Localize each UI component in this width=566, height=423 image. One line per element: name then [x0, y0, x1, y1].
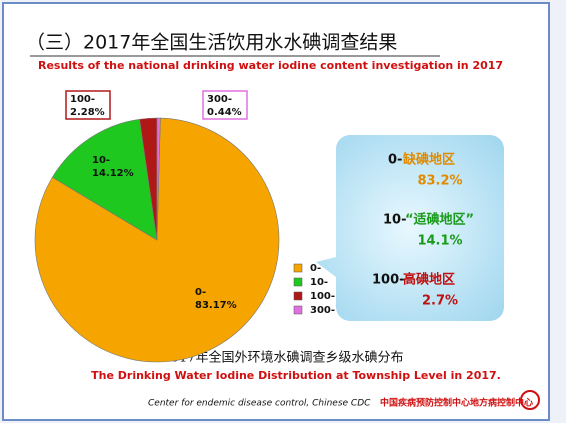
legend-swatch [293, 291, 303, 301]
legend-label: 300- [310, 305, 335, 316]
title: （三）2017年全国生活饮用水水碘调查结果 [26, 32, 397, 54]
slice-category: 100- [70, 94, 95, 105]
annotation-label: “适碘地区” [405, 212, 474, 228]
caption-en: The Drinking Water Iodine Distribution a… [91, 369, 501, 382]
legend-swatch [293, 277, 303, 287]
slice-category: 10- [92, 155, 110, 166]
legend-label: 10- [310, 277, 328, 288]
annotation-range: 100- [372, 273, 405, 288]
slice-value-label: 83.17% [195, 300, 237, 311]
slice-category: 300- [207, 94, 232, 105]
annotation-value: 83.2% [417, 174, 462, 189]
callout-bubble [316, 135, 504, 321]
label-box [65, 90, 111, 120]
slice-value-label: 14.12% [92, 168, 134, 179]
footer-org: 中国疾病预防控制中心地方病控制中心 [380, 397, 533, 409]
slice-value-label: 2.28% [70, 107, 105, 118]
annotation-label: 缺碘地区 [402, 152, 455, 168]
pie-slice [156, 117, 161, 241]
annotation-value: 2.7% [422, 294, 458, 309]
annotation-value: 14.1% [417, 234, 462, 249]
legend-swatch [293, 305, 303, 315]
slice-category: 0- [195, 287, 206, 298]
label-box [202, 90, 248, 120]
subtitle: Results of the national drinking water i… [38, 59, 503, 72]
legend-label: 100- [310, 291, 335, 302]
logo [520, 390, 540, 410]
caption: 2017年全国外环境水碘调查乡级水碘分布 [162, 350, 403, 366]
slice-value-label: 0.44% [207, 107, 242, 118]
legend-label: 0- [310, 263, 321, 274]
annotation-range: 0- [388, 153, 402, 168]
footer: Center for endemic disease control, Chin… [148, 399, 371, 409]
legend-swatch [293, 263, 303, 273]
annotation-label: 高碘地区 [403, 272, 455, 288]
pie-slice [51, 118, 158, 241]
annotation-range: 10- [383, 213, 407, 228]
